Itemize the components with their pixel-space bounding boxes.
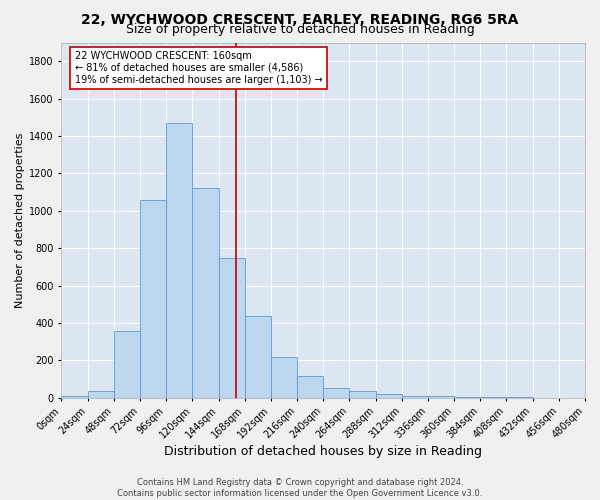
Y-axis label: Number of detached properties: Number of detached properties bbox=[15, 132, 25, 308]
Bar bbox=[218, 258, 245, 398]
Bar bbox=[140, 200, 166, 398]
Bar bbox=[88, 392, 114, 398]
Bar bbox=[114, 330, 140, 398]
Bar bbox=[349, 392, 376, 398]
Bar bbox=[454, 397, 480, 398]
Text: Size of property relative to detached houses in Reading: Size of property relative to detached ho… bbox=[125, 22, 475, 36]
Bar bbox=[428, 396, 454, 398]
Text: Contains HM Land Registry data © Crown copyright and database right 2024.
Contai: Contains HM Land Registry data © Crown c… bbox=[118, 478, 482, 498]
Bar bbox=[271, 356, 297, 398]
Bar bbox=[166, 123, 193, 398]
Bar bbox=[402, 396, 428, 398]
Bar bbox=[297, 376, 323, 398]
Text: 22 WYCHWOOD CRESCENT: 160sqm
← 81% of detached houses are smaller (4,586)
19% of: 22 WYCHWOOD CRESCENT: 160sqm ← 81% of de… bbox=[74, 52, 322, 84]
X-axis label: Distribution of detached houses by size in Reading: Distribution of detached houses by size … bbox=[164, 444, 482, 458]
Bar bbox=[61, 396, 88, 398]
Bar bbox=[245, 316, 271, 398]
Bar bbox=[193, 188, 218, 398]
Bar bbox=[323, 388, 349, 398]
Text: 22, WYCHWOOD CRESCENT, EARLEY, READING, RG6 5RA: 22, WYCHWOOD CRESCENT, EARLEY, READING, … bbox=[82, 12, 518, 26]
Bar bbox=[376, 394, 402, 398]
